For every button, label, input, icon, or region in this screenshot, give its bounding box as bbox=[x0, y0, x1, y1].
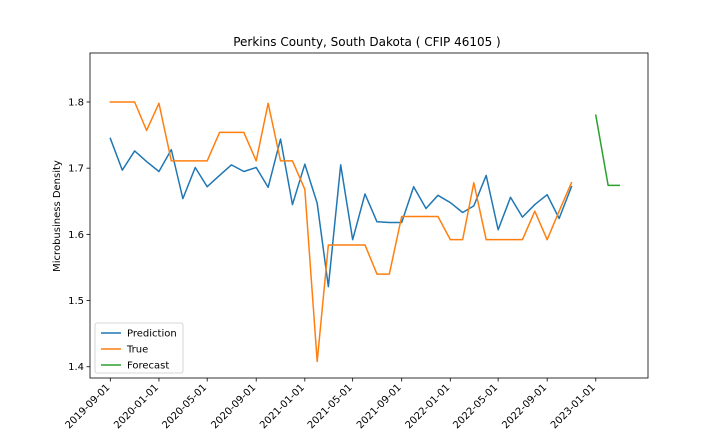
legend: Prediction True Forecast bbox=[94, 322, 184, 374]
legend-box bbox=[94, 322, 184, 374]
y-tick-label: 1.8 bbox=[68, 97, 84, 108]
y-axis-label: Microbusiness Density bbox=[52, 160, 63, 272]
y-tick-label: 1.6 bbox=[68, 230, 84, 241]
y-tick-label: 1.4 bbox=[68, 362, 84, 373]
chart-title: Perkins County, South Dakota ( CFIP 4610… bbox=[233, 35, 501, 49]
y-tick-label: 1.5 bbox=[68, 296, 84, 307]
series-line-prediction bbox=[109, 137, 573, 288]
legend-label-prediction: Prediction bbox=[127, 329, 177, 340]
plot-frame bbox=[89, 52, 649, 379]
legend-label-true: True bbox=[126, 345, 148, 356]
y-tick-label: 1.7 bbox=[68, 164, 84, 175]
legend-label-forecast: Forecast bbox=[127, 361, 169, 372]
series-line-forecast bbox=[594, 114, 621, 187]
series-line-true bbox=[109, 101, 573, 363]
